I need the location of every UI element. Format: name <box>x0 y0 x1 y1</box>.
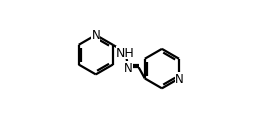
Text: N: N <box>175 72 183 85</box>
Text: N: N <box>91 29 100 42</box>
Text: N: N <box>124 61 133 74</box>
Text: NH: NH <box>116 46 135 59</box>
